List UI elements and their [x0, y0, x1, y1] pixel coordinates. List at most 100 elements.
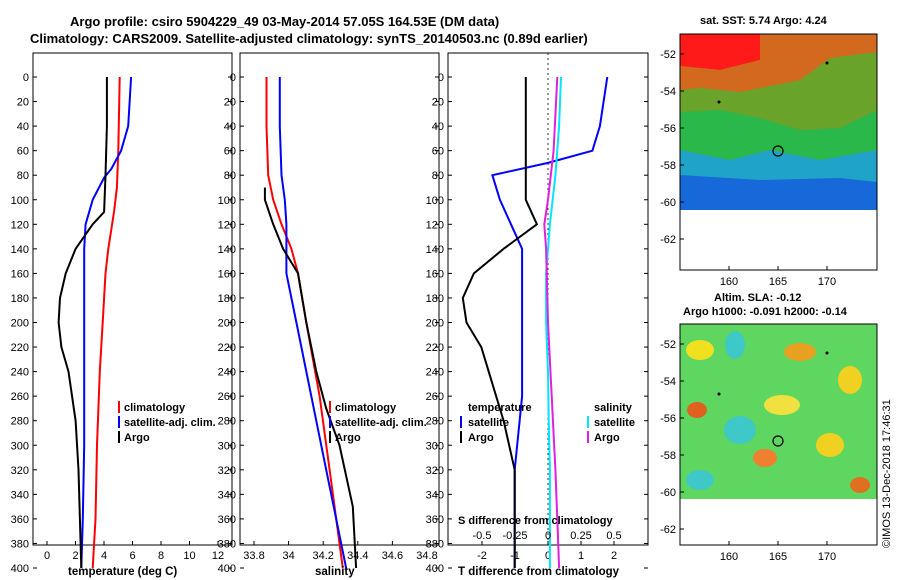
sla-high-anomaly	[784, 343, 816, 361]
lat-tick-label: -54	[660, 376, 676, 388]
lon-tick-label: 170	[818, 551, 836, 563]
depth-tick-label: 240	[218, 367, 236, 379]
depth-tick-label: 400	[426, 563, 444, 575]
sst-warm-patch	[680, 34, 760, 70]
depth-tick-label: 60	[432, 146, 444, 158]
lon-tick-label: 165	[769, 551, 787, 563]
sla-low-anomaly	[686, 470, 714, 490]
x-tick-label: 1	[578, 550, 584, 562]
legend-t-satellite-label: satellite	[468, 417, 509, 429]
s-difference-tick-label: 0.25	[570, 530, 591, 542]
depth-tick-label: 300	[11, 440, 29, 452]
temperature-legend: climatology satellite-adj. clim. Argo	[118, 401, 216, 444]
x-tick-label: 12	[212, 550, 224, 562]
depth-tick-label: 240	[426, 367, 444, 379]
series-satellite-adj-clim-	[80, 76, 133, 569]
salinity-xlabel: salinity	[315, 566, 355, 578]
depth-tick-label: 140	[426, 244, 444, 256]
s-difference-tick-label: -0.5	[473, 530, 492, 542]
depth-tick-label: 160	[218, 268, 236, 280]
legend-climatology-label: climatology	[124, 402, 186, 414]
depth-tick-label: 220	[218, 342, 236, 354]
argo-location-marker	[772, 145, 784, 157]
s-difference-label: S difference from climatology	[458, 515, 614, 527]
depth-tick-label: 120	[426, 219, 444, 231]
lon-tick-label: 160	[720, 551, 738, 563]
x-tick-label: 8	[158, 550, 164, 562]
series-climatology	[91, 76, 121, 569]
series-s-argo	[543, 76, 561, 569]
sst-coldest-band	[680, 175, 877, 210]
legend-s-argo-label: Argo	[594, 432, 620, 444]
depth-tick-label: 300	[426, 440, 444, 452]
temperature-panel: 0204060801001201401601802002202402602803…	[11, 52, 233, 578]
salinity-legend: climatology satellite-adj. clim. Argo	[329, 401, 427, 444]
x-tick-label: 2	[611, 550, 617, 562]
depth-tick-label: 140	[218, 244, 236, 256]
sla-high-anomaly	[686, 340, 714, 360]
x-tick-label: 10	[183, 550, 195, 562]
depth-tick-label: 40	[432, 121, 444, 133]
lat-tick-label: -62	[660, 234, 676, 246]
depth-tick-label: 260	[218, 391, 236, 403]
legend-argo-label: Argo	[124, 432, 150, 444]
x-tick-label: 34.2	[312, 550, 333, 562]
lat-tick-label: -62	[660, 524, 676, 536]
lon-tick-label: 165	[769, 276, 787, 288]
sla-high-anomaly	[838, 366, 862, 394]
sst-green-band	[680, 52, 877, 130]
depth-tick-label: 20	[224, 97, 236, 109]
sla-map-nodata	[680, 499, 877, 545]
depth-tick-label: 360	[218, 514, 236, 526]
series-argo	[263, 187, 358, 569]
depth-tick-label: 320	[218, 465, 236, 477]
depth-tick-label: 200	[426, 318, 444, 330]
lat-tick-label: -54	[660, 86, 676, 98]
depth-tick-label: 360	[426, 514, 444, 526]
series-satellite-adj-clim-	[278, 77, 348, 569]
depth-tick-label: 60	[224, 146, 236, 158]
depth-tick-label: 160	[11, 268, 29, 280]
depth-tick-label: 40	[17, 121, 29, 133]
depth-tick-label: 120	[218, 219, 236, 231]
lat-tick-label: -58	[660, 160, 676, 172]
depth-tick-label: 380	[11, 538, 29, 550]
depth-tick-label: 60	[17, 146, 29, 158]
depth-tick-label: 380	[426, 538, 444, 550]
depth-tick-label: 0	[23, 72, 29, 84]
series-climatology	[265, 77, 344, 569]
x-tick-label: 34.4	[347, 550, 368, 562]
depth-tick-label: 100	[426, 195, 444, 207]
difference-panel: 0204060801001201401601802002202402602803…	[426, 52, 649, 578]
title-line-2: Climatology: CARS2009. Satellite-adjuste…	[30, 31, 588, 46]
legend-satellite-label: satellite-adj. clim.	[335, 417, 427, 429]
station-dot	[717, 100, 721, 104]
legend-satellite-label: satellite-adj. clim.	[124, 417, 216, 429]
sla-high-anomaly	[764, 395, 800, 415]
depth-tick-label: 400	[218, 563, 236, 575]
station-dot	[825, 351, 829, 355]
depth-tick-label: 80	[224, 170, 236, 182]
depth-tick-label: 200	[218, 318, 236, 330]
s-difference-tick-label: 0.5	[606, 530, 621, 542]
temperature-axes-frame	[32, 52, 233, 546]
depth-tick-label: 340	[11, 489, 29, 501]
difference-legend-temperature: temperature satellite Argo	[460, 402, 532, 444]
legend-t-argo-label: Argo	[468, 432, 494, 444]
sst-map-title: sat. SST: 5.74 Argo: 4.24	[700, 15, 828, 27]
depth-tick-label: 320	[426, 465, 444, 477]
depth-tick-label: 40	[224, 121, 236, 133]
sst-map-nodata	[680, 210, 877, 270]
lon-tick-label: 160	[720, 276, 738, 288]
depth-tick-label: 100	[218, 195, 236, 207]
x-tick-label: 34	[282, 550, 294, 562]
legend-salinity-header: salinity	[594, 402, 633, 414]
sla-map-title-2: Argo h1000: -0.091 h2000: -0.14	[683, 306, 848, 318]
x-tick-label: 34.8	[416, 550, 437, 562]
lat-tick-label: -56	[660, 123, 676, 135]
depth-tick-label: 140	[11, 244, 29, 256]
sla-high-anomaly	[753, 449, 777, 467]
lat-tick-label: -58	[660, 450, 676, 462]
x-tick-label: -2	[477, 550, 487, 562]
t-difference-xlabel: T difference from climatology	[458, 566, 620, 578]
